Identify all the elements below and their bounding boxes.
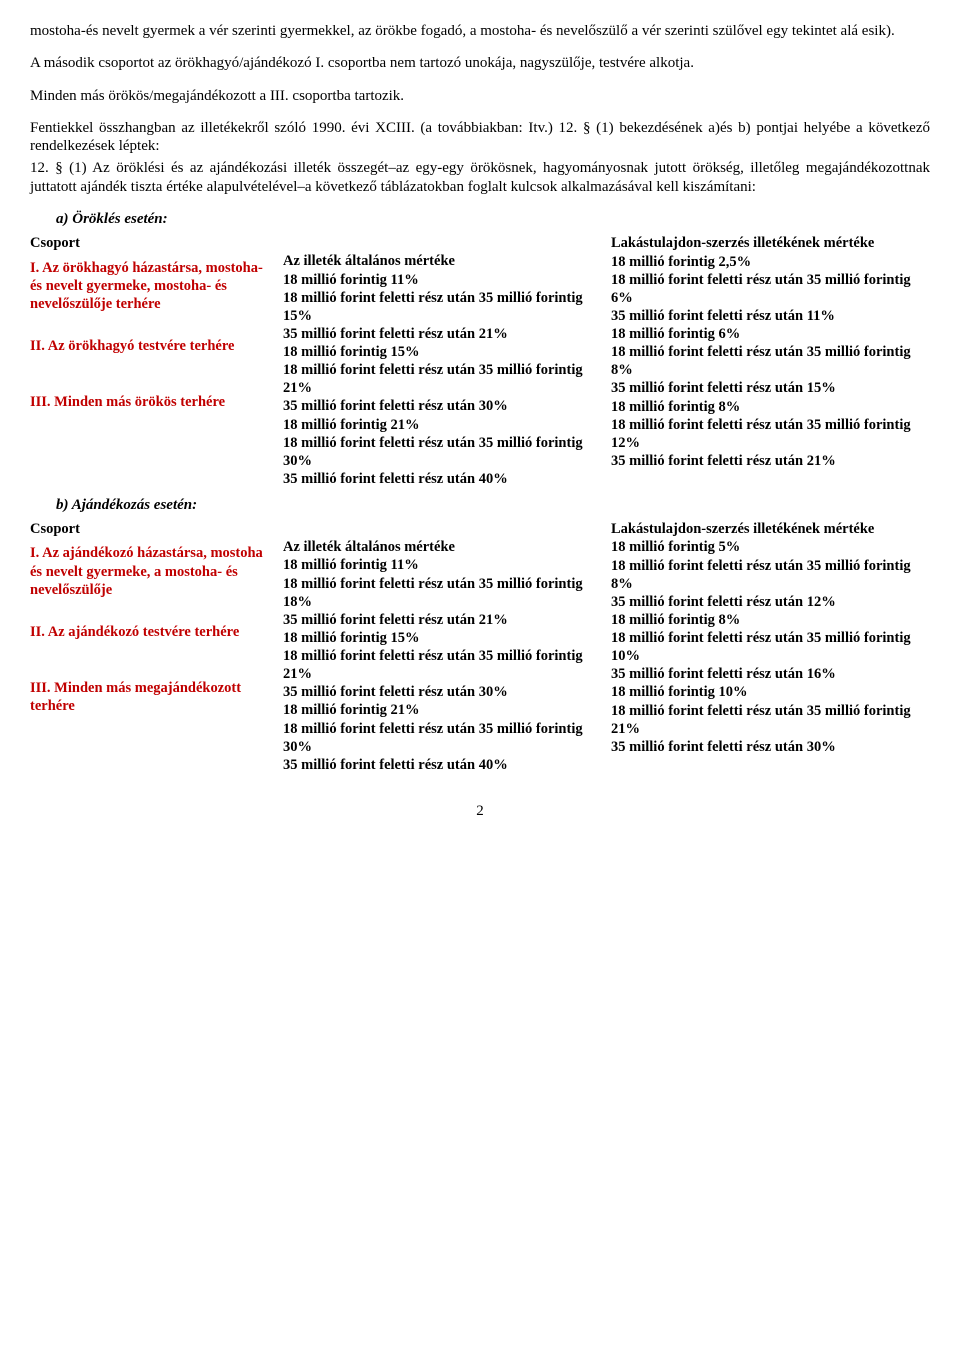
col1-header-a: Csoport <box>30 234 275 252</box>
section-a-heading: a) Öröklés esetén: <box>56 210 930 228</box>
group-b-3: III. Minden más megajándékozott terhére <box>30 679 275 715</box>
col2-data-a: 18 millió forintig 11% 18 millió forint … <box>283 271 603 489</box>
group-a-1: I. Az örökhagyó házastársa, mostoha- és … <box>30 259 275 313</box>
paragraph-1: mostoha-és nevelt gyermek a vér szerinti… <box>30 22 930 40</box>
col1-header-b: Csoport <box>30 520 275 538</box>
group-b-2: II. Az ajándékozó testvére terhére <box>30 623 275 641</box>
col2-header-b: Az illeték általános mértéke <box>283 538 603 556</box>
table-b-col2: Az illeték általános mértéke 18 millió f… <box>283 520 603 774</box>
paragraph-5: 12. § (1) Az öröklési és az ajándékozási… <box>30 159 930 196</box>
group-a-2: II. Az örökhagyó testvére terhére <box>30 337 275 355</box>
page-number: 2 <box>30 802 930 820</box>
table-a-col2: Az illeték általános mértéke 18 millió f… <box>283 234 603 488</box>
table-inheritance: Csoport I. Az örökhagyó házastársa, most… <box>30 234 930 488</box>
col3-header-a: Lakástulajdon-szerzés illetékének mérték… <box>611 234 931 252</box>
group-a-3: III. Minden más örökös terhére <box>30 393 275 411</box>
paragraph-4: Fentiekkel összhangban az illetékekről s… <box>30 119 930 156</box>
table-a-col3: Lakástulajdon-szerzés illetékének mérték… <box>611 234 931 488</box>
paragraph-2: A második csoportot az örökhagyó/ajándék… <box>30 54 930 72</box>
table-gift: Csoport I. Az ajándékozó házastársa, mos… <box>30 520 930 774</box>
col3-data-a: 18 millió forintig 2,5% 18 millió forint… <box>611 253 931 471</box>
table-b-col1: Csoport I. Az ajándékozó házastársa, mos… <box>30 520 275 774</box>
paragraph-3: Minden más örökös/megajándékozott a III.… <box>30 87 930 105</box>
section-b-heading: b) Ajándékozás esetén: <box>56 496 930 514</box>
table-b-col3: Lakástulajdon-szerzés illetékének mérték… <box>611 520 931 774</box>
col2-header-a: Az illeték általános mértéke <box>283 252 603 270</box>
col3-header-b: Lakástulajdon-szerzés illetékének mérték… <box>611 520 931 538</box>
col3-data-b: 18 millió forintig 5% 18 millió forint f… <box>611 538 931 756</box>
group-b-1: I. Az ajándékozó házastársa, mostoha és … <box>30 544 275 598</box>
col2-data-b: 18 millió forintig 11% 18 millió forint … <box>283 556 603 774</box>
table-a-col1: Csoport I. Az örökhagyó házastársa, most… <box>30 234 275 488</box>
